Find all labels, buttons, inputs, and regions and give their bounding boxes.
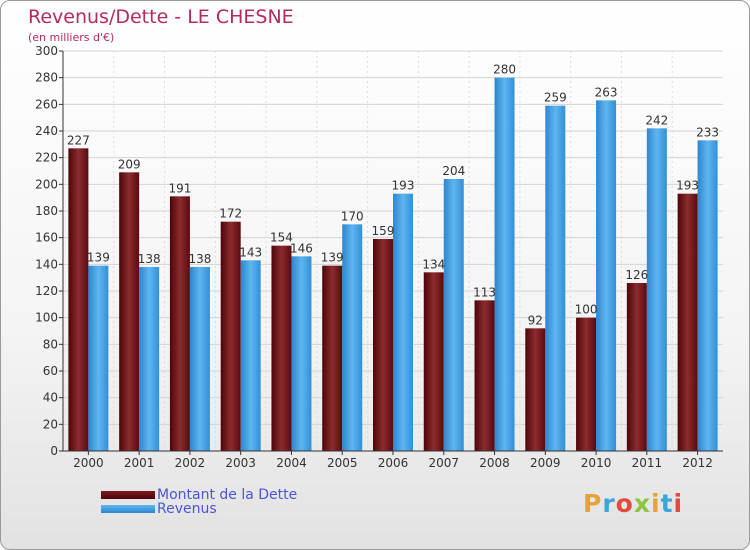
- bar-revenus: [342, 224, 363, 451]
- bar-dette: [525, 328, 546, 451]
- logo-letter: P: [583, 489, 603, 518]
- bar-dette: [119, 172, 140, 452]
- page-title: Revenus/Dette - LE CHESNE: [28, 6, 294, 28]
- data-label-dette: 139: [321, 251, 344, 265]
- unit-subtitle: (en milliers d'€): [28, 31, 115, 44]
- y-tick-label: 220: [35, 151, 58, 165]
- bar-revenus: [189, 267, 210, 451]
- x-tick-label: 2011: [632, 456, 663, 470]
- bar-revenus: [139, 267, 160, 451]
- x-tick-label: 2000: [73, 456, 104, 470]
- x-tick-label: 2001: [124, 456, 155, 470]
- data-label-dette: 193: [676, 179, 699, 193]
- bar-dette: [576, 317, 597, 451]
- data-label-revenus: 204: [442, 164, 465, 178]
- data-label-revenus: 280: [493, 63, 516, 77]
- y-tick-label: 260: [35, 97, 58, 111]
- y-tick-label: 240: [35, 124, 58, 138]
- bar-dette: [169, 196, 190, 451]
- proxiti-logo: Proxiti: [583, 489, 683, 518]
- y-tick-label: 280: [35, 71, 58, 85]
- x-tick-label: 2002: [175, 456, 206, 470]
- legend-item-revenus: Revenus: [101, 502, 217, 516]
- bar-revenus: [291, 256, 312, 451]
- bar-dette: [677, 193, 698, 451]
- legend-label-dette: Montant de la Dette: [157, 487, 298, 503]
- data-label-dette: 209: [118, 157, 141, 171]
- y-tick-label: 300: [35, 44, 58, 58]
- x-tick-label: 2007: [428, 456, 459, 470]
- y-tick-label: 20: [43, 417, 58, 431]
- data-label-revenus: 143: [239, 245, 262, 259]
- data-label-dette: 92: [528, 313, 543, 327]
- data-label-revenus: 146: [290, 241, 313, 255]
- bar-revenus: [596, 100, 617, 451]
- bar-dette: [626, 283, 647, 451]
- x-tick-label: 2010: [581, 456, 612, 470]
- data-label-revenus: 263: [595, 85, 618, 99]
- x-tick-label: 2005: [327, 456, 358, 470]
- logo-letter: o: [615, 489, 634, 518]
- logo-letter: t: [660, 489, 674, 518]
- x-tick-label: 2006: [378, 456, 409, 470]
- bar-dette: [68, 148, 89, 452]
- bar-revenus: [88, 265, 109, 451]
- legend-item-dette: Montant de la Dette: [101, 488, 297, 502]
- logo-letter: i: [673, 489, 684, 518]
- bar-dette: [322, 265, 343, 451]
- data-label-revenus: 259: [544, 91, 567, 105]
- data-label-dette: 134: [422, 257, 445, 271]
- y-tick-label: 200: [35, 177, 58, 191]
- data-label-dette: 113: [473, 285, 496, 299]
- bar-revenus: [443, 179, 464, 451]
- bar-revenus: [393, 193, 413, 451]
- data-label-revenus: 233: [696, 125, 719, 139]
- legend-swatch-revenus: [101, 505, 155, 513]
- bar-dette: [220, 221, 241, 451]
- bar-revenus: [545, 105, 566, 452]
- logo-letter: i: [651, 489, 661, 518]
- bar-revenus: [494, 77, 515, 452]
- legend-label-revenus: Revenus: [157, 501, 217, 517]
- data-label-dette: 126: [625, 268, 648, 282]
- y-tick-label: 40: [43, 391, 58, 405]
- data-label-dette: 154: [270, 231, 293, 245]
- bar-dette: [271, 245, 292, 451]
- data-label-revenus: 139: [87, 251, 110, 265]
- bar-revenus: [646, 128, 667, 451]
- y-tick-label: 140: [35, 257, 58, 271]
- y-tick-label: 120: [35, 284, 58, 298]
- logo-letter: x: [633, 489, 651, 518]
- data-label-dette: 100: [575, 303, 598, 317]
- data-label-revenus: 138: [188, 252, 211, 266]
- data-label-revenus: 138: [138, 252, 161, 266]
- y-tick-label: 100: [35, 311, 58, 325]
- bar-dette: [423, 272, 444, 451]
- bar-dette: [373, 239, 393, 451]
- data-label-revenus: 193: [392, 179, 415, 193]
- data-label-revenus: 242: [645, 113, 668, 127]
- bar-revenus: [697, 140, 718, 452]
- logo-letter: r: [602, 489, 616, 518]
- data-label-dette: 227: [67, 133, 90, 147]
- x-tick-label: 2012: [682, 456, 713, 470]
- data-label-dette: 191: [168, 181, 191, 195]
- y-tick-label: 80: [43, 337, 58, 351]
- y-tick-label: 180: [35, 204, 58, 218]
- x-tick-label: 2003: [225, 456, 256, 470]
- data-label-dette: 172: [219, 207, 242, 221]
- bar-dette: [474, 300, 495, 451]
- x-tick-label: 2009: [530, 456, 561, 470]
- x-tick-label: 2008: [479, 456, 510, 470]
- y-tick-label: 160: [35, 231, 58, 245]
- x-tick-label: 2004: [276, 456, 307, 470]
- y-tick-label: 60: [43, 364, 58, 378]
- data-label-dette: 159: [372, 224, 395, 238]
- y-tick-label: 0: [50, 444, 58, 458]
- bar-revenus: [240, 260, 261, 451]
- legend-swatch-dette: [101, 491, 155, 499]
- data-label-revenus: 170: [341, 209, 364, 223]
